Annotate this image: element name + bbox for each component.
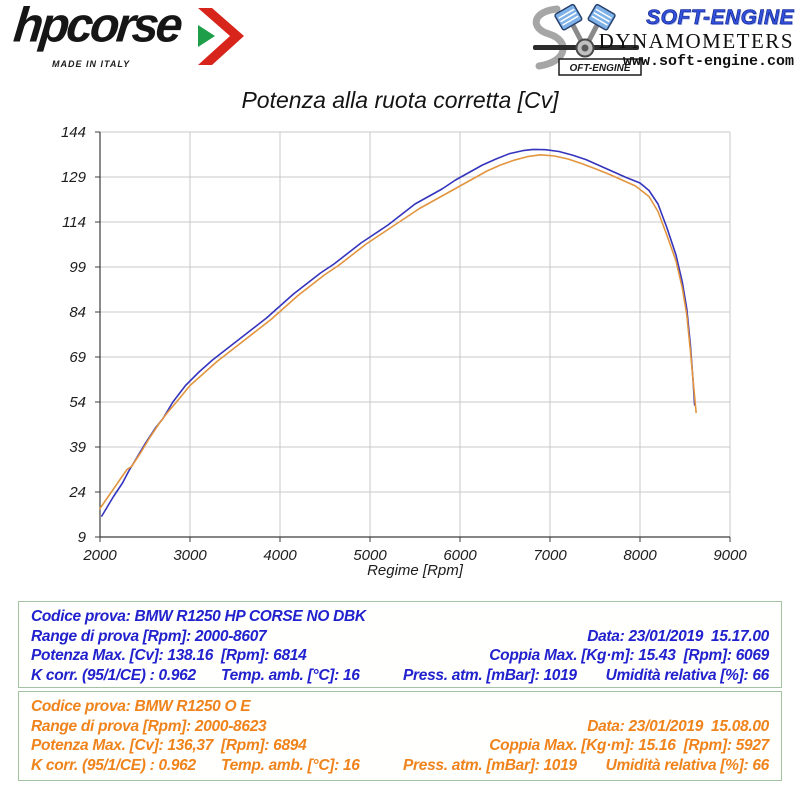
- y-tick-label: 99: [69, 259, 86, 276]
- data-prova: Data: 23/01/2019 15.08.00: [587, 717, 769, 735]
- hpcorse-tagline: MADE IN ITALY: [52, 59, 131, 69]
- y-tick-label: 9: [78, 529, 87, 546]
- coppia-max: Coppia Max. [Kg·m]: 15.43 [Rpm]: 6069: [489, 647, 769, 664]
- softengine-url: www.soft-engine.com: [622, 53, 794, 70]
- y-tick-label: 114: [62, 214, 86, 231]
- y-tick-label: 24: [68, 484, 86, 501]
- hpcorse-arrow-icon: [198, 8, 244, 65]
- k-corr: K corr. (95/1/CE) : 0.962: [31, 666, 196, 684]
- y-tick-label: 69: [69, 349, 86, 366]
- x-tick-label: 3000: [173, 547, 207, 564]
- x-tick-label: 2000: [82, 547, 117, 564]
- k-corr: K corr. (95/1/CE) : 0.962: [31, 756, 196, 774]
- softengine-brand: SOFT-ENGINE: [646, 6, 794, 30]
- codice-prova: Codice prova: BMW R1250 HP CORSE NO DBK: [31, 608, 366, 625]
- x-tick-label: 8000: [623, 547, 657, 564]
- dyno-chart: 9 24 39 54 69 84 99 114 129 144 2000 3000 4000 5000 60…: [61, 124, 747, 564]
- softengine-logo-text: OFT-ENGINE: [569, 63, 630, 74]
- x-tick-label: 9000: [713, 547, 747, 564]
- chart-title: Potenza alla ruota corretta [Cv]: [241, 87, 559, 113]
- x-tick-label: 5000: [353, 547, 387, 564]
- temp-amb: Temp. amb. [°C]: 16: [221, 756, 360, 774]
- potenza-max: Potenza Max. [Cv]: 138.16 [Rpm]: 6814: [31, 647, 307, 664]
- x-axis-label: Regime [Rpm]: [367, 562, 463, 579]
- y-tick-label: 84: [69, 304, 86, 321]
- hpcorse-logo-text: hpcorse: [11, 0, 183, 53]
- umidita-relativa: Umidità relativa [%]: 66: [605, 666, 770, 684]
- press-atm: Press. atm. [mBar]: 1019: [403, 666, 577, 684]
- temp-amb: Temp. amb. [°C]: 16: [221, 666, 360, 684]
- curve-oe: [99, 153, 697, 510]
- y-tick-label: 39: [69, 439, 86, 456]
- x-tick-label: 6000: [443, 547, 477, 564]
- y-tick-label: 54: [69, 394, 86, 411]
- data-prova: Data: 23/01/2019 15.17.00: [587, 627, 769, 645]
- hpcorse-logo: hpcorse MADE IN ITALY: [0, 0, 280, 85]
- piston-right: [583, 3, 616, 48]
- y-tick-label: 129: [61, 169, 87, 186]
- info-box-hpcorse: Codice prova: BMW R1250 HP CORSE NO DBK …: [18, 601, 782, 688]
- press-atm: Press. atm. [mBar]: 1019: [403, 756, 577, 774]
- x-tick-label: 7000: [533, 547, 567, 564]
- potenza-max: Potenza Max. [Cv]: 136,37 [Rpm]: 6894: [31, 737, 307, 754]
- softengine-subtitle: DYNAMOMETERS: [598, 29, 794, 53]
- coppia-max: Coppia Max. [Kg·m]: 15.16 [Rpm]: 5927: [489, 737, 769, 754]
- curve-hpcorse: [101, 148, 696, 517]
- info-box-oe: Codice prova: BMW R1250 O E Range di pro…: [18, 691, 782, 781]
- umidita-relativa: Umidità relativa [%]: 66: [605, 756, 770, 774]
- x-tick-label: 4000: [263, 547, 297, 564]
- softengine-pistons-icon: OFT-ENGINE: [532, 3, 642, 76]
- range-di-prova: Range di prova [Rpm]: 2000-8623: [31, 717, 267, 735]
- y-tick-label: 144: [61, 124, 86, 141]
- range-di-prova: Range di prova [Rpm]: 2000-8607: [31, 627, 267, 645]
- codice-prova: Codice prova: BMW R1250 O E: [31, 698, 251, 715]
